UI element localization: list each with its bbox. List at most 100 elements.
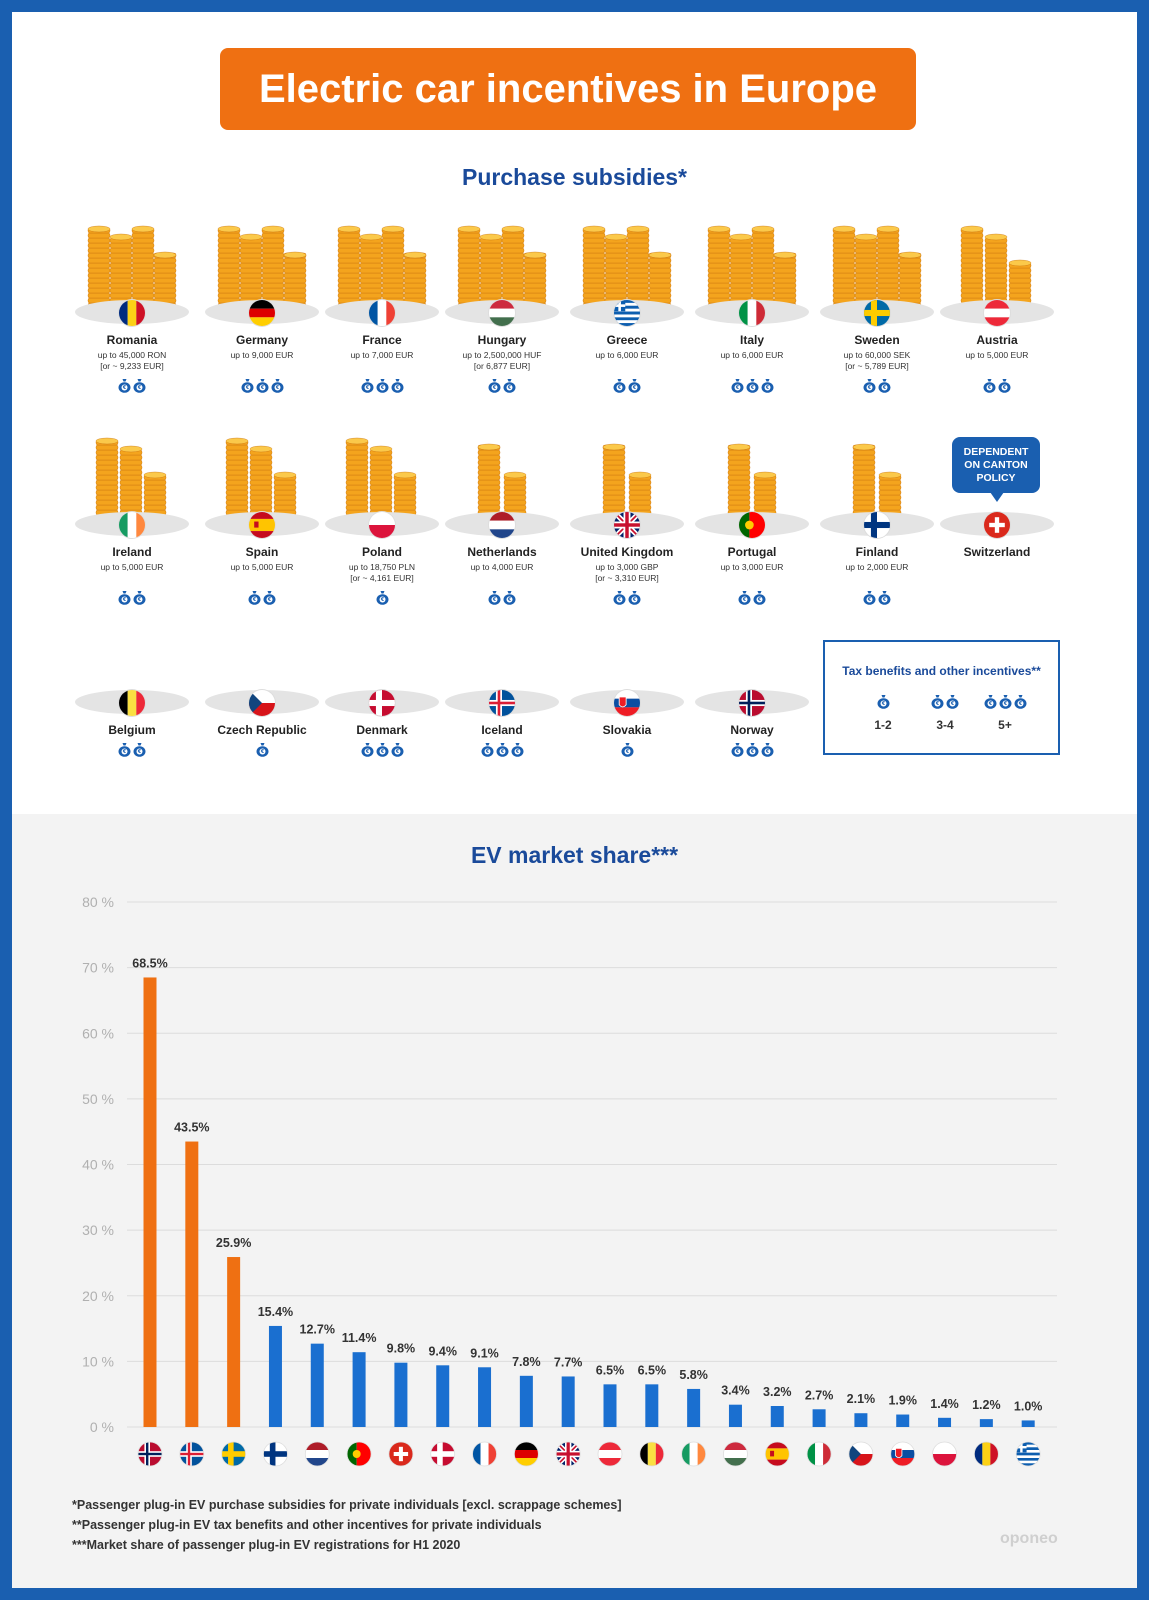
svg-text:€: € [507,597,512,603]
flag-ie-icon [681,1441,707,1467]
coin-stack-icon [702,424,802,524]
flag-dk-icon [430,1441,456,1467]
legend-title: Tax benefits and other incentives** [842,664,1041,678]
country-name: United Kingdom [580,545,674,559]
footnote-3: ***Market share of passenger plug-in EV … [72,1538,461,1552]
svg-text:€: € [617,597,622,603]
subsidy-amount-line-1: up to 7,000 EUR [350,350,414,360]
svg-text:€: € [252,597,257,603]
legend-item: € € €5+ [975,694,1035,732]
svg-text:€: € [507,385,512,391]
flag-de-icon [249,300,275,326]
subsidy-amount-line-1: up to 3,000 EUR [720,562,784,572]
subsidy-amount-line-1: up to 9,000 EUR [230,350,294,360]
incentive-bags: € [317,590,447,610]
svg-text:€: € [259,385,264,391]
data-label: 15.4% [258,1305,293,1319]
money-bag-icon: € [761,742,774,762]
subsidy-amount: up to 5,000 EUR [197,562,327,573]
subsidy-amount: up to 18,750 PLN [or ~ 4,161 EUR] [317,562,447,584]
country-name: Iceland [481,723,523,737]
subsidy-amount: up to 6,000 EUR [562,350,692,361]
data-label: 11.4% [342,1331,377,1345]
page-title: Electric car incentives in Europe [220,48,916,130]
subsidy-amount-line-1: up to 60,000 SEK [843,350,911,360]
subsidy-amount-line-1: up to 5,000 EUR [100,562,164,572]
money-bag-icon: € [118,590,131,610]
money-bag-icon: € [731,378,744,398]
svg-text:€: € [514,749,519,755]
incentive-bags: € € [812,590,942,610]
money-bag-icon: € [877,694,890,710]
market-share-chart: 0 % 10 % 20 % 30 % 40 % 50 % 60 % 70 % 80 % 68.5%… [82,894,1057,1467]
subsidy-amount: up to 2,000 EUR [812,562,942,573]
money-bag-icon: € [241,378,254,398]
incentive-bags: € € [562,590,692,610]
data-label: 9.8% [387,1342,416,1356]
subsidy-amount-line-1: up to 6,000 EUR [595,350,659,360]
incentive-bags: € € [67,590,197,610]
money-bag-icon: € [984,694,997,710]
data-label: 68.5% [132,956,167,970]
flag-gr-icon [614,300,640,326]
bar [645,1384,659,1427]
coin-stack-icon [947,212,1047,312]
svg-text:€: € [987,701,992,707]
flag-fi-icon [864,512,890,538]
money-bag-icon: € [503,378,516,398]
subsidy-amount-line-1: up to 45,000 RON [97,350,167,360]
flag-ro-icon [119,300,145,326]
money-bag-icon: € [628,590,641,610]
subsidy-amount-line-1: up to 18,750 PLN [348,562,416,572]
svg-text:€: € [764,385,769,391]
data-label: 2.7% [805,1388,834,1402]
y-tick-label: 40 % [82,1157,114,1173]
flag-fi-icon [263,1441,288,1467]
money-bag-icon: € [931,694,944,710]
bar [938,1417,952,1427]
svg-text:€: € [734,749,739,755]
y-tick-label: 50 % [82,1091,114,1107]
incentive-bags: € € € [317,378,447,398]
coin-stack-icon [827,424,927,524]
flag-pl-icon [369,512,395,538]
legend-label: 5+ [998,718,1012,732]
svg-text:€: € [259,749,264,755]
svg-text:€: € [1017,701,1022,707]
incentive-bags: € € [437,590,567,610]
flag-no-icon [137,1441,163,1467]
svg-text:€: € [757,597,762,603]
svg-text:€: € [734,385,739,391]
flag-it-icon [806,1441,832,1467]
bar [1021,1420,1035,1427]
subsidy-amount-line-2: [or ~ 9,233 EUR] [100,361,164,371]
svg-text:€: € [484,749,489,755]
coin-stack-icon [332,424,432,524]
money-bag-icon: € [878,590,891,610]
coin-stack-icon [82,424,182,524]
coin-stack-icon [212,424,312,524]
subsidy-amount-line-1: up to 2,000 EUR [845,562,909,572]
bar [143,977,157,1427]
money-bag-icon: € [503,590,516,610]
country-name: Portugal [727,545,777,559]
bar [519,1375,533,1427]
svg-text:€: € [122,385,127,391]
svg-text:€: € [880,701,885,707]
subsidy-amount: up to 4,000 EUR [437,562,567,573]
subsidy-amount: up to 5,000 EUR [67,562,197,573]
flag-be-icon [639,1441,665,1467]
market-share-title: EV market share*** [470,842,679,868]
svg-text:€: € [950,701,955,707]
bar [603,1384,617,1427]
incentive-bags: € € € [437,742,567,762]
money-bag-icon: € [133,378,146,398]
bar [979,1419,993,1427]
bar [896,1414,910,1427]
bar [394,1362,408,1427]
country-name: Sweden [854,333,900,347]
money-bag-icon: € [248,590,261,610]
country-name: Germany [235,333,289,347]
subsidy-amount-line-1: up to 2,500,000 HUF [462,350,542,360]
